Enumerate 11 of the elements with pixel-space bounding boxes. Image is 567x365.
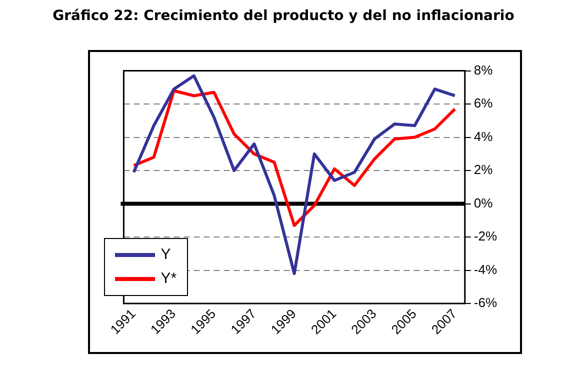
y-tick-label: -6% [474, 295, 498, 310]
y-tick-label: 2% [474, 162, 494, 178]
y-tick-label: 4% [474, 128, 494, 144]
y-tick-label: 8% [474, 62, 494, 78]
y-tick-label: -2% [474, 228, 498, 244]
legend-label: Y [160, 246, 171, 264]
y-tick-label: 6% [474, 96, 494, 111]
y-tick-label: 0% [474, 195, 494, 210]
chart-title: Gráfico 22: Crecimiento del producto y del no inflacionario [52, 8, 516, 26]
legend-label: Y* [160, 270, 177, 288]
y-tick-label: -4% [474, 262, 498, 277]
